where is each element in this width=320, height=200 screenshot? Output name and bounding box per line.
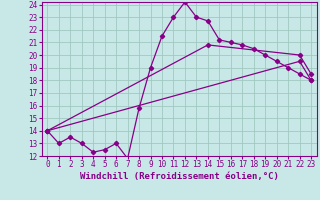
X-axis label: Windchill (Refroidissement éolien,°C): Windchill (Refroidissement éolien,°C) bbox=[80, 172, 279, 181]
